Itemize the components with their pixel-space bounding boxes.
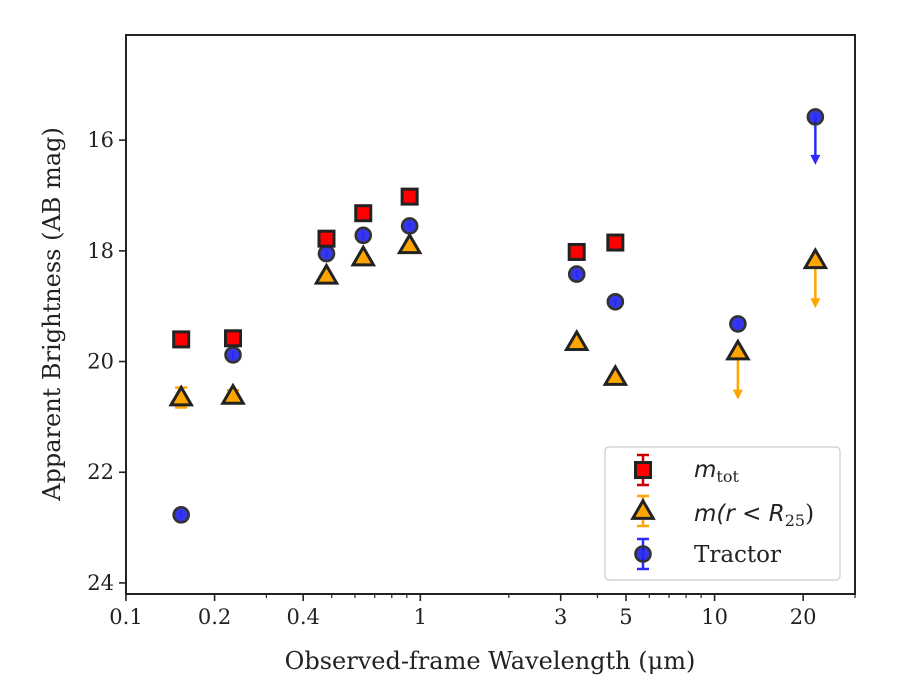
y-tick-label: 20 bbox=[87, 350, 114, 374]
upper-limit-arrow-tractor-head bbox=[810, 154, 821, 165]
plot-frame bbox=[125, 34, 856, 595]
legend-box bbox=[604, 446, 841, 581]
y-tick-label: 16 bbox=[87, 128, 114, 152]
series-tractor bbox=[172, 108, 825, 524]
legend-label-m-r25-symbol: m(r < R bbox=[694, 501, 785, 527]
point-m-r25 bbox=[396, 232, 423, 255]
legend: mtot m(r < R25) Tractor bbox=[604, 446, 841, 581]
x-tick-label: 0.2 bbox=[198, 605, 231, 629]
point-m-r25 bbox=[725, 338, 751, 361]
legend-label-tractor: Tractor bbox=[694, 542, 781, 568]
legend-marker-m-tot bbox=[634, 461, 652, 479]
y-tick-label: 18 bbox=[87, 239, 114, 263]
point-m-r25 bbox=[313, 262, 340, 285]
point-m-tot bbox=[400, 187, 419, 206]
point-m-r25 bbox=[602, 363, 629, 386]
legend-label-m-r25: m(r < R25) bbox=[694, 501, 814, 530]
point-m-tot bbox=[567, 242, 586, 261]
x-axis-label: Observed-frame Wavelength (μm) bbox=[285, 647, 696, 675]
point-m-tot bbox=[606, 233, 625, 252]
x-tick-label: 0.4 bbox=[286, 605, 319, 629]
point-m-r25 bbox=[220, 382, 246, 405]
x-tick-label: 10 bbox=[701, 605, 728, 629]
plot-layer bbox=[168, 108, 829, 524]
series-m-tot bbox=[172, 187, 625, 349]
point-m-tot bbox=[354, 204, 373, 223]
upper-limit-arrow-m-r25-head bbox=[810, 298, 821, 309]
x-tick-label: 0.1 bbox=[109, 605, 142, 629]
legend-label-m-tot-subscript: tot bbox=[716, 467, 739, 486]
point-m-tot bbox=[317, 229, 336, 248]
point-m-r25 bbox=[350, 244, 377, 267]
point-m-r25 bbox=[563, 328, 590, 352]
x-tick-label: 5 bbox=[619, 605, 632, 629]
legend-label-m-tot-symbol: m bbox=[694, 457, 716, 483]
legend-label-m-r25-rest: ) bbox=[805, 501, 814, 527]
legend-label-m-tot: mtot bbox=[694, 457, 739, 486]
legend-label-m-r25-subscript: 25 bbox=[785, 511, 805, 530]
legend-marker-m-r25 bbox=[630, 497, 656, 520]
point-m-tot bbox=[224, 329, 243, 348]
y-axis-label: Apparent Brightness (AB mag) bbox=[38, 127, 66, 502]
upper-limit-arrow-m-r25-head bbox=[732, 389, 743, 400]
point-m-r25 bbox=[168, 384, 194, 407]
point-m-r25 bbox=[802, 247, 829, 270]
series-m-r25 bbox=[168, 232, 829, 409]
x-tick-label: 3 bbox=[554, 605, 567, 629]
ticks-layer: 0.1 0.2 0.4 1 3 5 10 20 16 18 20 22 24 bbox=[87, 128, 856, 629]
legend-items bbox=[630, 453, 656, 571]
y-tick-label: 22 bbox=[87, 460, 114, 484]
point-m-tot bbox=[172, 330, 191, 349]
x-tick-label: 20 bbox=[790, 605, 817, 629]
x-tick-label: 1 bbox=[414, 605, 427, 629]
y-tick-label: 24 bbox=[87, 571, 114, 595]
